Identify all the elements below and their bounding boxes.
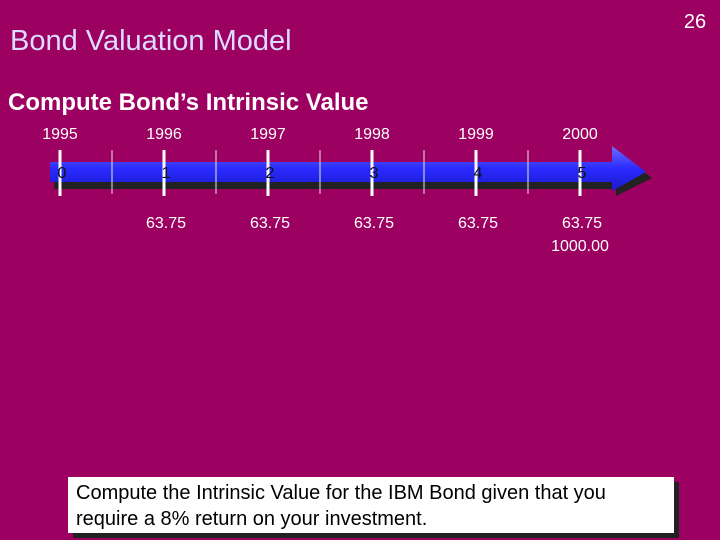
timeline-arrow xyxy=(50,146,646,191)
period-label: 2 xyxy=(266,165,275,182)
cash-flow: 63.75 xyxy=(562,215,602,232)
period-label: 3 xyxy=(370,165,379,182)
cash-flow: 63.75 xyxy=(458,215,498,232)
slide-title: Bond Valuation Model xyxy=(10,25,292,57)
cash-flow: 63.75 xyxy=(354,215,394,232)
year-label: 1998 xyxy=(354,126,390,143)
slide-subtitle: Compute Bond’s Intrinsic Value xyxy=(8,89,369,116)
principal: 1000.00 xyxy=(551,238,609,255)
year-label: 2000 xyxy=(562,126,598,143)
year-label: 1997 xyxy=(250,126,286,143)
year-label: 1995 xyxy=(42,126,78,143)
period-label: 0 xyxy=(58,165,67,182)
period-label: 5 xyxy=(578,165,587,182)
timeline: 1995 0 1996 1 1997 2 1998 3 1999 4 2000 5 63.75 63.75… xyxy=(42,126,609,255)
period-label: 4 xyxy=(474,165,483,182)
year-label: 1996 xyxy=(146,126,182,143)
cash-flow: 63.75 xyxy=(146,215,186,232)
year-label: 1999 xyxy=(458,126,494,143)
period-label: 1 xyxy=(162,165,171,182)
cash-flow: 63.75 xyxy=(250,215,290,232)
note-box: Compute the Intrinsic Value for the IBM … xyxy=(68,477,674,533)
page-number: 26 xyxy=(684,11,706,33)
